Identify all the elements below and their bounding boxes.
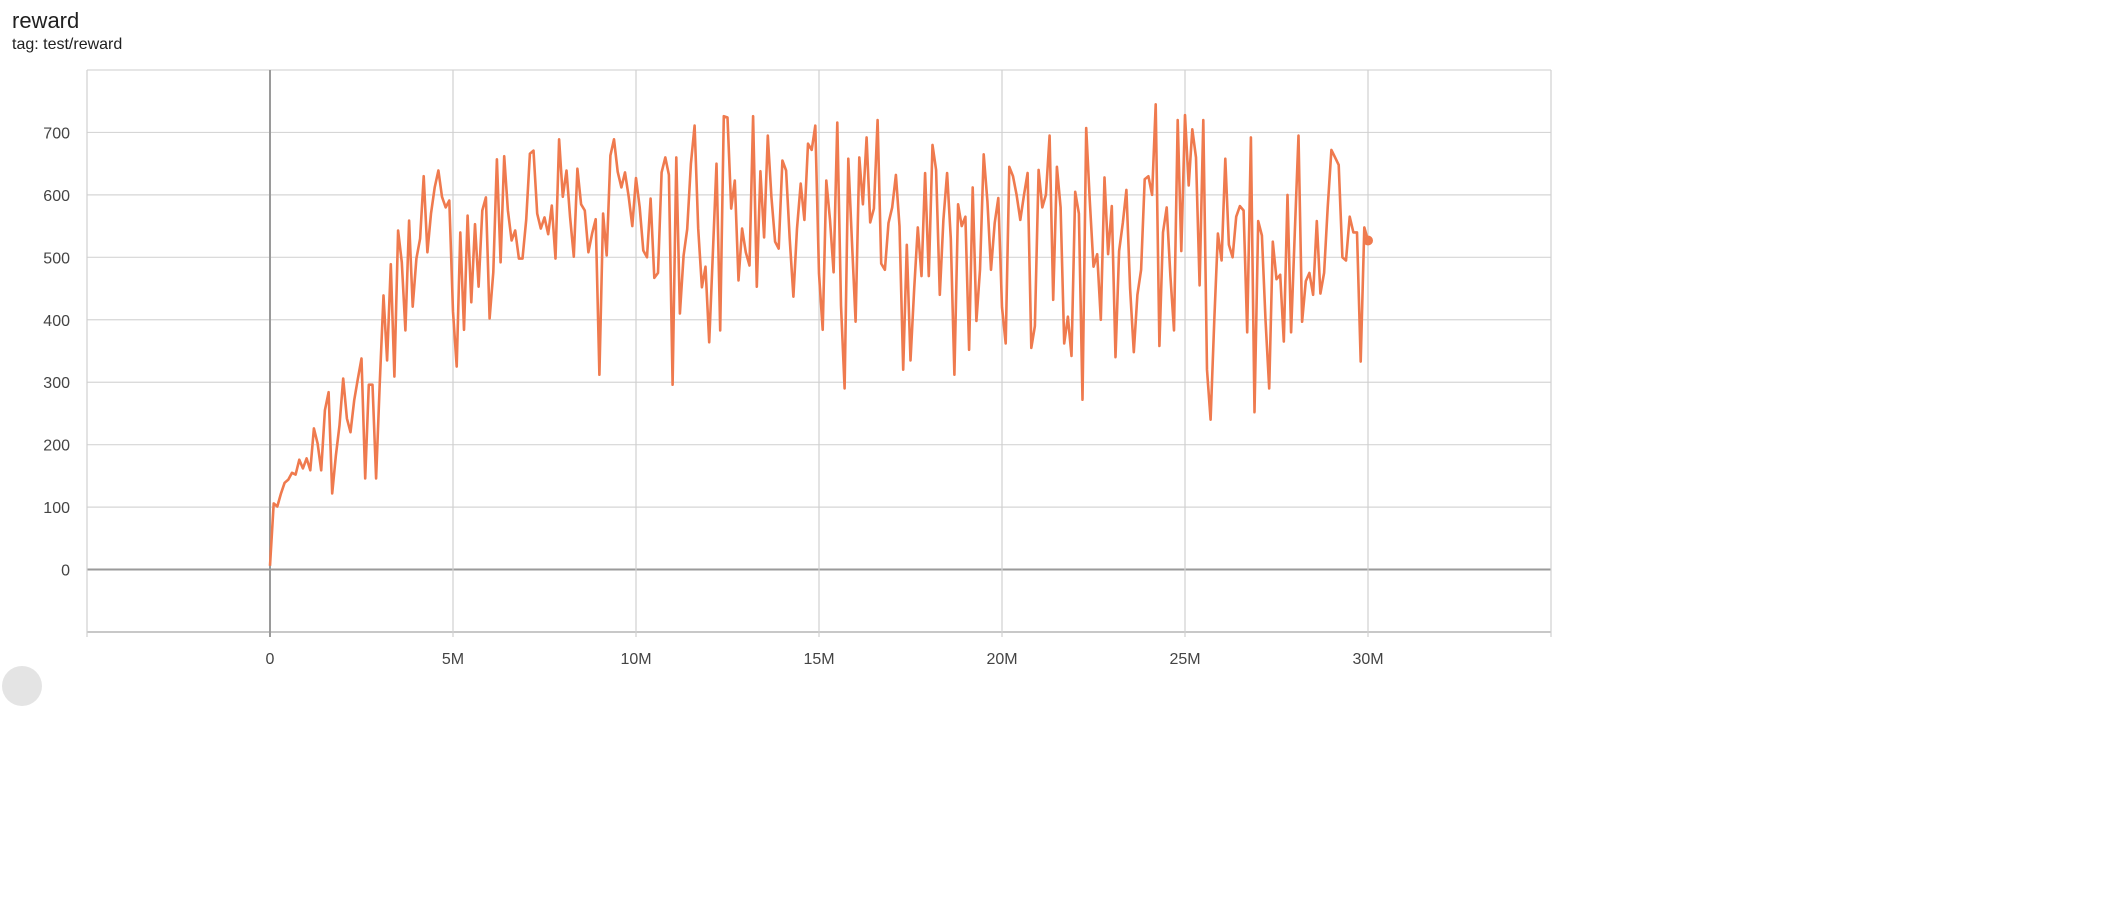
reward-chart[interactable]: 0 100 200 300 400 500 600 700 0 5M 10M 15M 20M 25M 30M <box>0 0 1600 700</box>
series <box>268 103 1373 566</box>
y-tick-label: 0 <box>61 563 70 580</box>
x-tick-label: 15M <box>803 651 834 668</box>
y-tick-label: 600 <box>43 188 70 205</box>
last-point-marker <box>1363 235 1373 246</box>
tick-labels: 0 100 200 300 400 500 600 700 0 5M 10M 15M 20M 25M 30M <box>43 125 1383 668</box>
y-tick-label: 500 <box>43 250 70 267</box>
x-tick-label: 30M <box>1352 651 1383 668</box>
x-tick-label: 20M <box>986 651 1017 668</box>
y-tick-label: 200 <box>43 438 70 455</box>
x-tick-label: 10M <box>620 651 651 668</box>
y-tick-label: 300 <box>43 375 70 392</box>
y-tick-label: 700 <box>43 125 70 142</box>
chart-tag: tag: test/reward <box>12 36 123 53</box>
series-line <box>268 103 1370 566</box>
toggle-button[interactable] <box>2 666 42 706</box>
y-tick-label: 400 <box>43 313 70 330</box>
x-tick-label: 25M <box>1169 651 1200 668</box>
x-tick-label: 5M <box>442 651 464 668</box>
chart-title: reward <box>12 8 80 33</box>
x-tick-label: 0 <box>266 651 275 668</box>
y-tick-label: 100 <box>43 500 70 517</box>
